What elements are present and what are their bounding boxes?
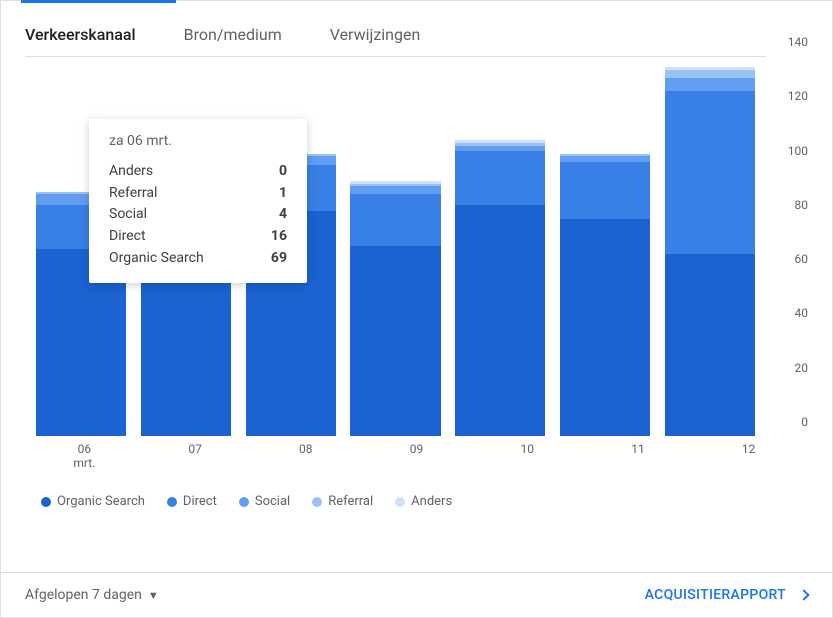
bar-segment-organic — [350, 246, 440, 436]
legend-item-social: Social — [239, 494, 290, 509]
tab-verwijzingen[interactable]: Verwijzingen — [330, 25, 421, 44]
bar-segment-referral — [665, 70, 755, 78]
tab-bar: Verkeerskanaal Bron/medium Verwijzingen — [1, 1, 832, 56]
y-tick: 140 — [782, 35, 808, 49]
stacked-bar — [350, 181, 440, 436]
y-tick: 60 — [789, 252, 809, 266]
stacked-bar — [665, 67, 755, 436]
y-tick: 0 — [795, 415, 808, 429]
legend-swatch — [167, 497, 177, 507]
bar-column[interactable] — [343, 181, 448, 436]
acquisition-report-link[interactable]: ACQUISITIERAPPORT — [645, 587, 808, 603]
legend-label: Anders — [411, 494, 452, 509]
y-tick: 80 — [789, 198, 809, 212]
legend-swatch — [239, 497, 249, 507]
x-tick: 06mrt. — [29, 442, 140, 470]
x-tick: 10 — [472, 442, 583, 470]
y-tick: 120 — [782, 89, 808, 103]
y-tick: 20 — [789, 361, 809, 375]
bar-column[interactable] — [448, 140, 553, 436]
chart-legend: Organic Search Direct Social Referral An… — [25, 470, 808, 509]
tooltip-row: Referral1 — [109, 183, 287, 205]
legend-swatch — [395, 497, 405, 507]
x-tick: 12 — [693, 442, 804, 470]
stacked-bar — [455, 140, 545, 436]
chevron-right-icon — [798, 589, 809, 600]
stacked-bar — [560, 154, 650, 436]
bar-segment-direct — [665, 91, 755, 254]
card-footer: Afgelopen 7 dagen ▼ ACQUISITIERAPPORT — [1, 572, 832, 617]
bar-segment-social — [665, 78, 755, 92]
legend-swatch — [312, 497, 322, 507]
active-tab-accent — [21, 0, 176, 3]
caret-down-icon: ▼ — [148, 589, 159, 602]
date-range-label: Afgelopen 7 dagen — [25, 587, 142, 603]
legend-item-referral: Referral — [312, 494, 373, 509]
x-tick: 09 — [361, 442, 472, 470]
legend-swatch — [41, 497, 51, 507]
legend-item-anders: Anders — [395, 494, 452, 509]
tooltip-row: Organic Search69 — [109, 248, 287, 270]
y-tick: 100 — [782, 144, 808, 158]
tooltip-row: Direct16 — [109, 226, 287, 248]
legend-label: Referral — [328, 494, 373, 509]
bar-segment-organic — [560, 219, 650, 436]
y-axis: 020406080100120140 — [766, 56, 808, 436]
bar-segment-organic — [455, 205, 545, 436]
tooltip-date: za 06 mrt. — [109, 133, 287, 149]
x-tick: 07 — [140, 442, 251, 470]
legend-item-organic: Organic Search — [41, 494, 145, 509]
x-tick: 11 — [583, 442, 694, 470]
tab-verkeerskanaal[interactable]: Verkeerskanaal — [25, 25, 136, 44]
legend-label: Social — [255, 494, 290, 509]
legend-item-direct: Direct — [167, 494, 217, 509]
legend-label: Organic Search — [57, 494, 145, 509]
bar-column[interactable] — [553, 154, 658, 436]
bar-segment-organic — [665, 254, 755, 436]
chart-tooltip: za 06 mrt. Anders0Referral1Social4Direct… — [89, 119, 307, 283]
tooltip-row: Social4 — [109, 204, 287, 226]
bar-segment-direct — [560, 162, 650, 219]
tab-bron-medium[interactable]: Bron/medium — [184, 25, 282, 44]
x-tick: 08 — [250, 442, 361, 470]
tooltip-row: Anders0 — [109, 161, 287, 183]
bar-segment-social — [350, 186, 440, 194]
date-range-selector[interactable]: Afgelopen 7 dagen ▼ — [25, 587, 159, 603]
x-axis: 06mrt.070809101112 — [25, 436, 808, 470]
bar-segment-direct — [350, 194, 440, 246]
bar-segment-direct — [455, 151, 545, 205]
y-tick: 40 — [789, 306, 809, 320]
report-link-label: ACQUISITIERAPPORT — [645, 587, 786, 603]
bar-column[interactable] — [657, 67, 762, 436]
analytics-card: Verkeerskanaal Bron/medium Verwijzingen … — [0, 0, 833, 618]
legend-label: Direct — [183, 494, 217, 509]
